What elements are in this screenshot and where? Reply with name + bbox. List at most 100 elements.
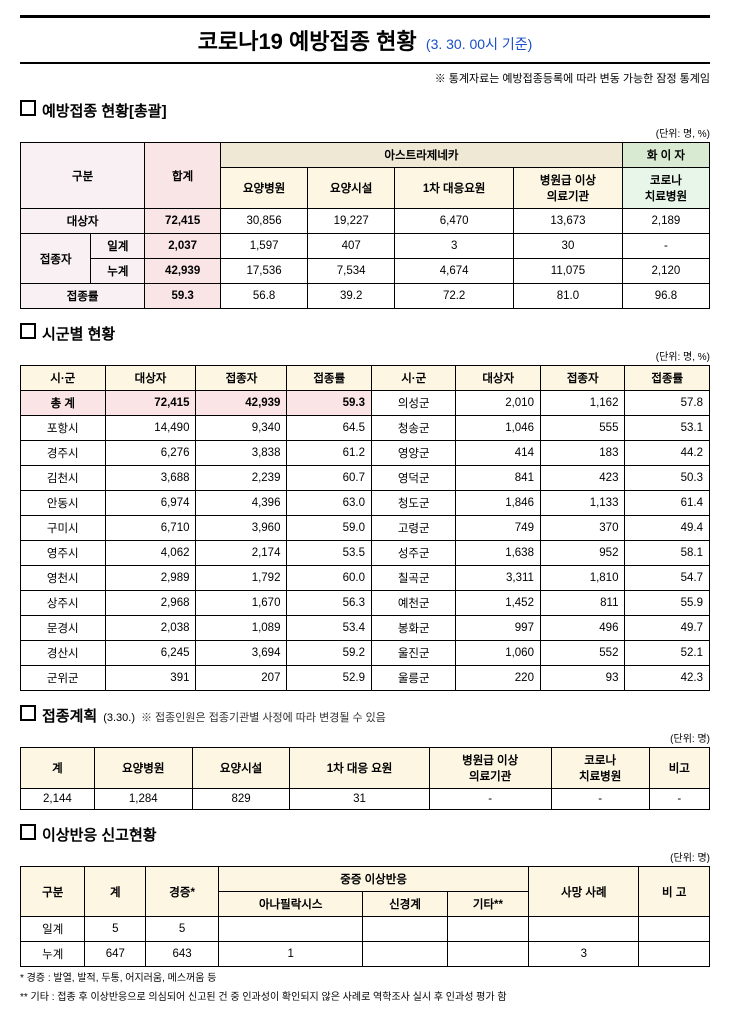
cell: 2,189 (622, 209, 709, 234)
cell: 총 계 (21, 391, 106, 416)
cell: 811 (540, 591, 625, 616)
cell: 841 (456, 466, 541, 491)
cell: 1,162 (540, 391, 625, 416)
cell: 647 (85, 942, 146, 967)
table-row: 상주시2,9681,67056.3예천군1,45281155.9 (21, 591, 710, 616)
th-gubun: 구분 (21, 867, 85, 917)
section-title: 이상반응 신고현황 (42, 824, 157, 845)
cell: 31 (290, 789, 429, 810)
cell: 4,062 (105, 541, 196, 566)
cell: 1,284 (94, 789, 192, 810)
row-sublabel: 누계 (91, 259, 145, 284)
cell: 220 (456, 666, 541, 691)
cell: 183 (540, 441, 625, 466)
section-title: 시군별 현황 (42, 323, 115, 344)
th-sv3: 기타** (447, 892, 528, 917)
cell: 1,452 (456, 591, 541, 616)
cell: 61.4 (625, 491, 710, 516)
th-sv1: 아나필락시스 (219, 892, 363, 917)
cell: 상주시 (21, 591, 106, 616)
cell: 2,038 (105, 616, 196, 641)
th: 요양병원 (94, 748, 192, 789)
summary-table: 구분 합계 아스트라제네카 화 이 자 요양병원 요양시설 1차 대응요원 병원… (20, 142, 710, 309)
cell: 49.7 (625, 616, 710, 641)
th-c2: 요양시설 (308, 168, 395, 209)
cell: 1,133 (540, 491, 625, 516)
cell: 749 (456, 516, 541, 541)
cell: 63.0 (287, 491, 372, 516)
th-pz: 화 이 자 (622, 143, 709, 168)
footnote-1: * 경증 : 발열, 발적, 두통, 어지러움, 메스꺼움 등 (20, 971, 710, 986)
row-rate: 접종률 59.3 56.8 39.2 72.2 81.0 96.8 (21, 284, 710, 309)
table-row: 누계64764313 (21, 942, 710, 967)
cell: 42,939 (196, 391, 287, 416)
cell: 59.0 (287, 516, 372, 541)
cell: 의성군 (371, 391, 456, 416)
cell: 58.1 (625, 541, 710, 566)
th-vacc: 접종자 (540, 366, 625, 391)
cell: 643 (146, 942, 219, 967)
th: 계 (21, 748, 95, 789)
th-c3: 1차 대응요원 (395, 168, 514, 209)
cell: 72,415 (145, 209, 221, 234)
cell: 3,838 (196, 441, 287, 466)
cell: 59.3 (145, 284, 221, 309)
table-row: 총 계72,41542,93959.3의성군2,0101,16257.8 (21, 391, 710, 416)
cell: 207 (196, 666, 287, 691)
section-plan: 접종계획 (3.30.) ※ 접종인원은 접종기관별 사정에 따라 변경될 수 … (20, 705, 710, 810)
cell: 60.7 (287, 466, 372, 491)
th-rate: 접종률 (287, 366, 372, 391)
cell: 6,276 (105, 441, 196, 466)
cell: 성주군 (371, 541, 456, 566)
cell: 구미시 (21, 516, 106, 541)
cell: 5 (146, 917, 219, 942)
cell: 72,415 (105, 391, 196, 416)
cell: 64.5 (287, 416, 372, 441)
cell: 49.4 (625, 516, 710, 541)
cell: 영천시 (21, 566, 106, 591)
row-label: 접종자 (21, 234, 91, 284)
cell: 3,694 (196, 641, 287, 666)
cell: 울진군 (371, 641, 456, 666)
cell: 안동시 (21, 491, 106, 516)
th-c1: 요양병원 (221, 168, 308, 209)
cell: 6,974 (105, 491, 196, 516)
th: 병원급 이상 의료기관 (429, 748, 551, 789)
th: 코로나 치료병원 (551, 748, 649, 789)
cell: 6,245 (105, 641, 196, 666)
table-row: 경주시6,2763,83861.2영양군41418344.2 (21, 441, 710, 466)
cell: 2,239 (196, 466, 287, 491)
cell: 42,939 (145, 259, 221, 284)
table-row: 일계55 (21, 917, 710, 942)
cell: 경주시 (21, 441, 106, 466)
cell: 53.4 (287, 616, 372, 641)
unit-label: (단위: 명) (20, 849, 710, 864)
cell: 52.1 (625, 641, 710, 666)
cell: 30 (514, 234, 623, 259)
cell: 울릉군 (371, 666, 456, 691)
unit-label: (단위: 명, %) (20, 125, 710, 140)
th: 비고 (649, 748, 709, 789)
cell: 1,089 (196, 616, 287, 641)
cell: 청송군 (371, 416, 456, 441)
bullet-icon (20, 323, 36, 339)
cell: 57.8 (625, 391, 710, 416)
row-sublabel: 일계 (91, 234, 145, 259)
cell: 53.5 (287, 541, 372, 566)
cell: - (622, 234, 709, 259)
cell: 1,597 (221, 234, 308, 259)
cell: 53.1 (625, 416, 710, 441)
cell: 7,534 (308, 259, 395, 284)
section-note: ※ 접종인원은 접종기관별 사정에 따라 변경될 수 있음 (141, 709, 386, 725)
unit-label: (단위: 명) (20, 730, 710, 745)
cell: 13,673 (514, 209, 623, 234)
cell: 552 (540, 641, 625, 666)
cell: 61.2 (287, 441, 372, 466)
cell: 칠곡군 (371, 566, 456, 591)
footnote-2: ** 기타 : 접종 후 이상반응으로 의심되어 신고된 건 중 인과성이 확인… (20, 990, 710, 1005)
table-row: 영주시4,0622,17453.5성주군1,63895258.1 (21, 541, 710, 566)
cell: 55.9 (625, 591, 710, 616)
th-sv2: 신경계 (363, 892, 447, 917)
section-title: 예방접종 현황[총괄] (42, 100, 167, 121)
cell: 2,989 (105, 566, 196, 591)
